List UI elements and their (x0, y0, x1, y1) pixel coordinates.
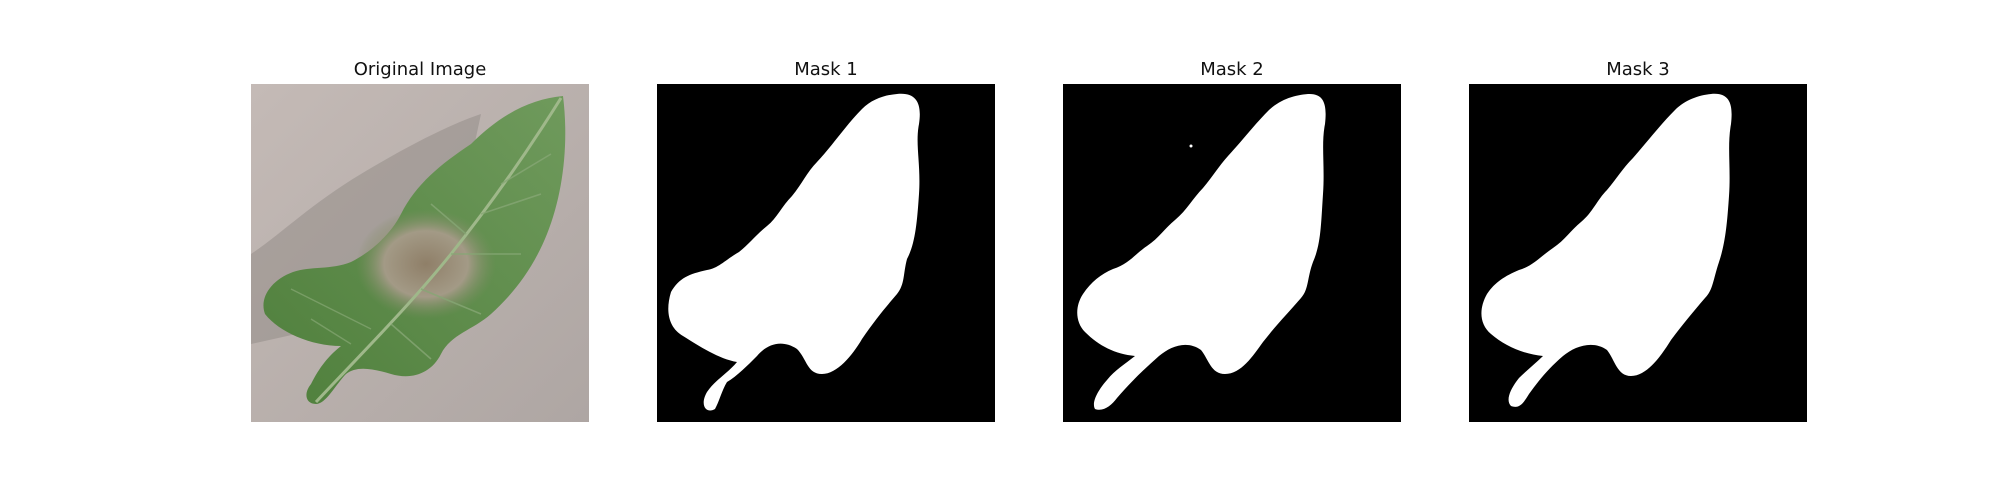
mask-3-image (1469, 84, 1807, 422)
mask-1-image (657, 84, 995, 422)
mask-2-image (1063, 84, 1401, 422)
leaf-lesion (356, 209, 496, 319)
original-leaf-image (251, 84, 589, 422)
mask-1-region (668, 93, 920, 411)
mask-2-region (1077, 93, 1326, 410)
leaf-midrib (314, 97, 563, 404)
panel-title-original: Original Image (353, 59, 487, 80)
panel-title-mask-3: Mask 3 (1606, 59, 1670, 80)
panel-title-mask-1: Mask 1 (794, 59, 858, 80)
panel-title-mask-2: Mask 2 (1200, 59, 1264, 80)
mask-3-region (1481, 93, 1732, 407)
